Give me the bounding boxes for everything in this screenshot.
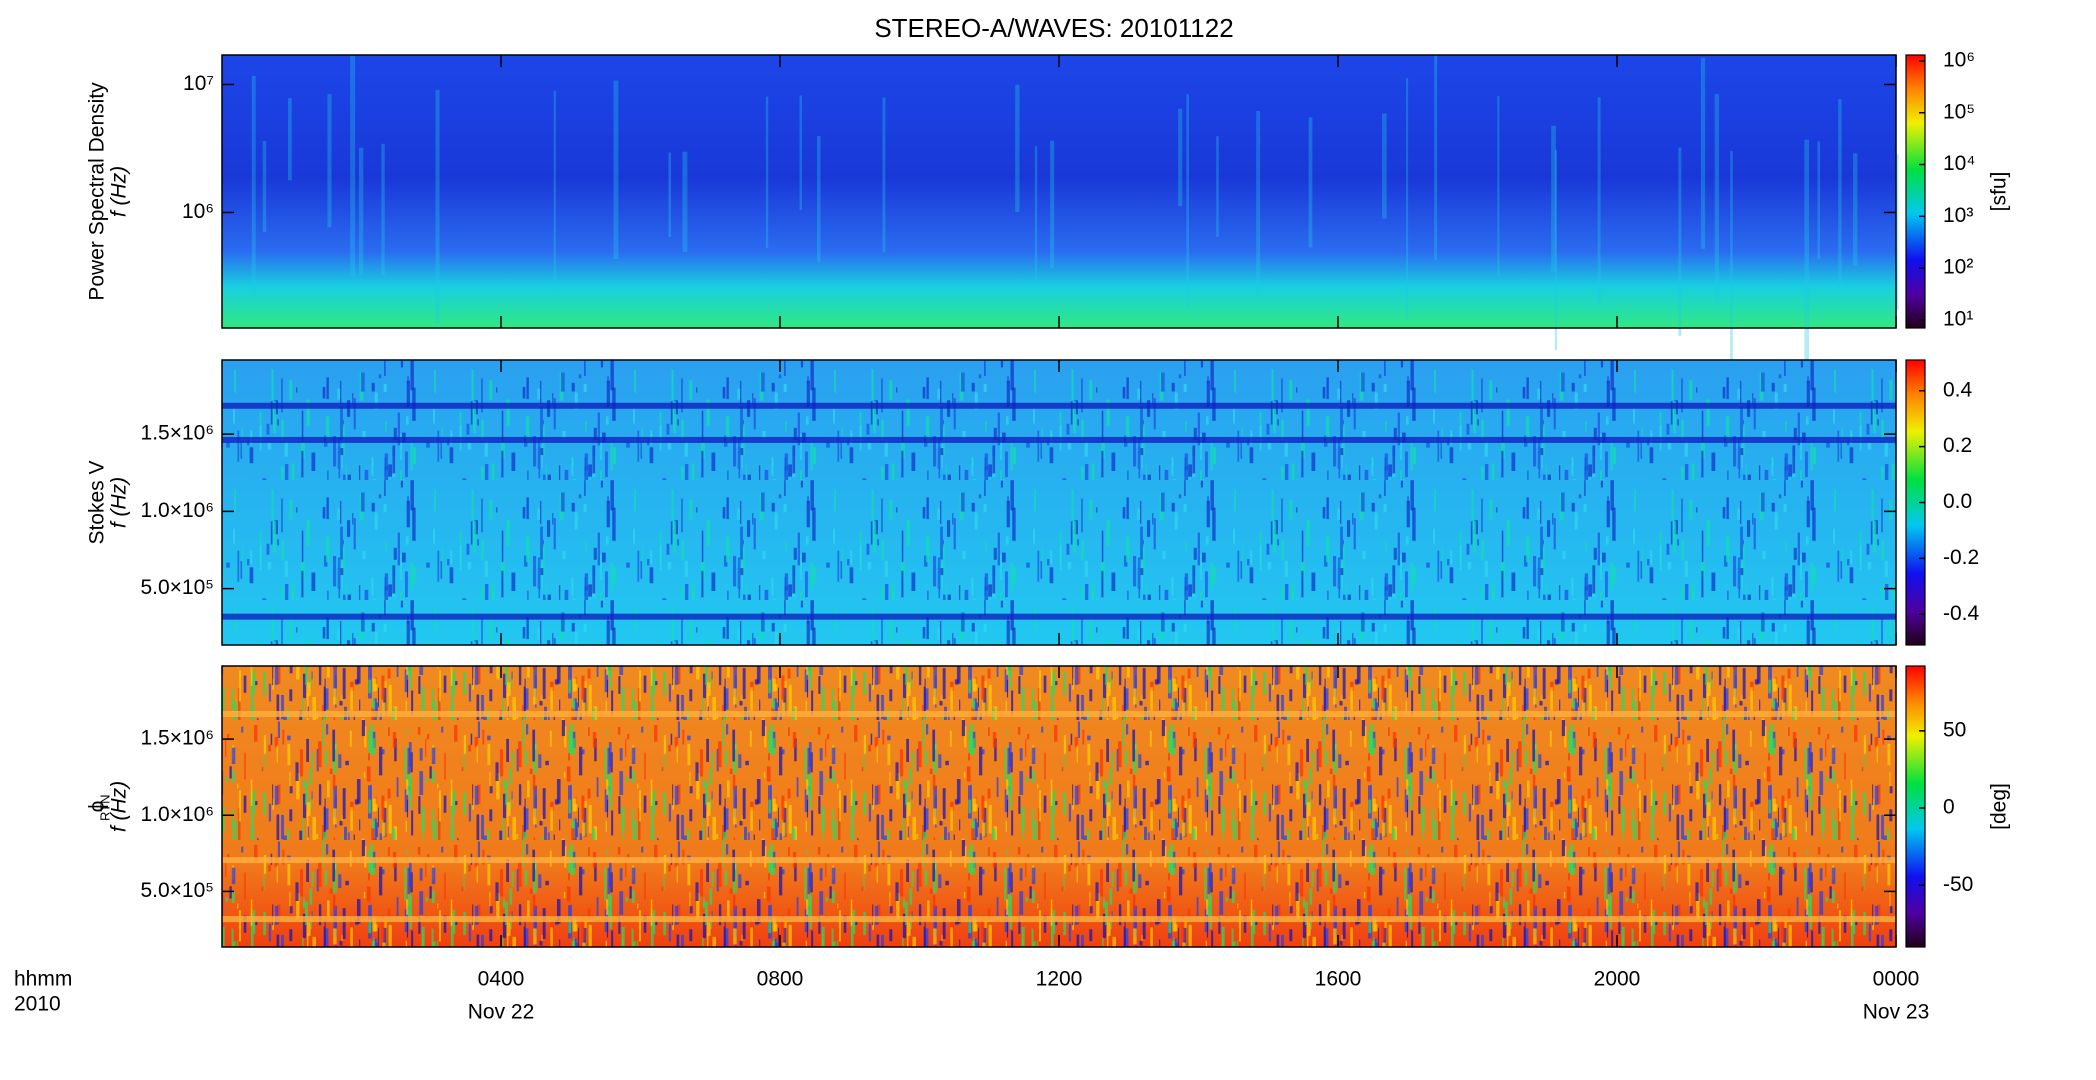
y-axis-label: ϕ [86, 801, 109, 813]
heatmap-texture [668, 152, 672, 238]
y-tick-label: 1.0×10⁶ [141, 499, 214, 522]
y-tick-label: 1.0×10⁶ [141, 803, 214, 826]
y-axis-label-subscript: RTN [97, 795, 112, 821]
heatmap-texture [262, 141, 267, 233]
y-axis-label: f (Hz) [108, 166, 131, 217]
heatmap-texture [1678, 147, 1682, 336]
y-axis-label: f (Hz) [108, 477, 131, 528]
heatmap-band [222, 436, 1896, 443]
x-tick-label: 1200 [1036, 968, 1083, 991]
colorbar-tick-label: 50 [1943, 718, 1966, 741]
x-date-label: Nov 23 [1863, 1001, 1930, 1024]
heatmap-texture [1382, 113, 1387, 219]
heatmap-texture [1852, 153, 1858, 266]
y-tick-label: 10⁷ [183, 72, 214, 95]
heatmap-texture [882, 97, 886, 253]
chart-title: STEREO-A/WAVES: 20101122 [874, 13, 1233, 43]
y-tick-label: 5.0×10⁵ [140, 879, 214, 902]
heatmap-texture [287, 98, 292, 181]
x-tick-label: 0400 [478, 968, 525, 991]
heatmap-texture [1554, 149, 1558, 351]
heatmap-texture [1838, 99, 1842, 287]
y-tick-label: 1.5×10⁶ [141, 422, 214, 445]
heatmap-texture [1406, 77, 1409, 319]
heatmap-texture [1551, 125, 1556, 273]
colorbar [1905, 665, 1926, 948]
y-axis-label: Power Spectral Density [86, 82, 109, 301]
heatmap-band [222, 710, 1896, 717]
heatmap-texture [816, 136, 821, 263]
heatmap-texture [765, 96, 769, 249]
colorbar-tick-label: 0.4 [1943, 378, 1973, 401]
y-axis-label: Stokes V [86, 460, 109, 544]
heatmap-texture [1714, 94, 1720, 306]
colorbar-tick-label: -50 [1943, 873, 1973, 896]
heatmap-texture [1895, 154, 1899, 310]
heatmap-texture [1308, 117, 1313, 248]
x-tick-label: 2000 [1594, 968, 1641, 991]
colorbar-tick-label: 10¹ [1943, 308, 1973, 331]
heatmap [222, 55, 1896, 328]
heatmap-texture [381, 143, 385, 276]
heatmap-texture [553, 90, 556, 293]
heatmap-texture [1434, 55, 1438, 261]
heatmap-texture [1817, 141, 1821, 260]
heatmap-texture [251, 75, 256, 292]
heatmap-band [222, 613, 1896, 620]
heatmap-band [222, 402, 1896, 409]
x-tick-label: 1600 [1315, 968, 1362, 991]
x-tick-label: 0000 [1873, 968, 1920, 991]
colorbar-tick-label: 0 [1943, 796, 1955, 819]
colorbar-tick-label: -0.4 [1943, 602, 1980, 625]
heatmap-texture [1804, 139, 1810, 368]
heatmap-texture [1050, 140, 1055, 269]
heatmap-texture [1015, 84, 1020, 213]
heatmap-texture [435, 89, 440, 324]
x-date-label: Nov 22 [468, 1001, 535, 1024]
colorbar-tick-label: 10⁶ [1943, 48, 1975, 71]
heatmap-texture [1186, 94, 1189, 308]
heatmap-texture [1730, 150, 1733, 368]
x-year-label: 2010 [14, 993, 61, 1016]
y-tick-label: 5.0×10⁵ [140, 576, 214, 599]
heatmap-texture [327, 94, 332, 228]
heatmap-texture [1497, 96, 1500, 276]
colorbar-tick-label: 10² [1943, 256, 1973, 279]
x-axis-label: hhmm [14, 968, 72, 991]
heatmap-texture [358, 147, 364, 275]
colorbar-label: [deg] [1988, 783, 2011, 830]
heatmap-texture [1216, 136, 1219, 238]
heatmap-texture [613, 80, 619, 260]
colorbar-label: [sfu] [1988, 172, 2011, 212]
heatmap-texture [1034, 146, 1038, 282]
colorbar-tick-label: -0.2 [1943, 546, 1979, 569]
colorbar-tick-label: 10³ [1943, 204, 1973, 227]
heatmap-texture [1178, 108, 1183, 207]
heatmap-texture [799, 95, 803, 211]
heatmap-texture [1700, 57, 1706, 249]
heatmap-texture [222, 666, 1896, 947]
heatmap-texture [350, 55, 356, 277]
heatmap-texture [1597, 97, 1601, 306]
y-tick-label: 10⁶ [182, 200, 214, 223]
y-tick-label: 1.5×10⁶ [141, 727, 214, 750]
heatmap-band [222, 916, 1896, 923]
colorbar-tick-label: 0.2 [1943, 434, 1972, 457]
colorbar [1905, 54, 1926, 329]
colorbar-tick-label: 10⁴ [1943, 152, 1975, 175]
heatmap-band [222, 857, 1896, 864]
heatmap-texture [1256, 110, 1261, 293]
x-tick-label: 0800 [757, 968, 804, 991]
colorbar-tick-label: 0.0 [1943, 490, 1972, 513]
heatmap-texture [682, 151, 688, 253]
colorbar-tick-label: 10⁵ [1943, 100, 1975, 123]
y-axis-label: f (Hz) [108, 781, 131, 832]
